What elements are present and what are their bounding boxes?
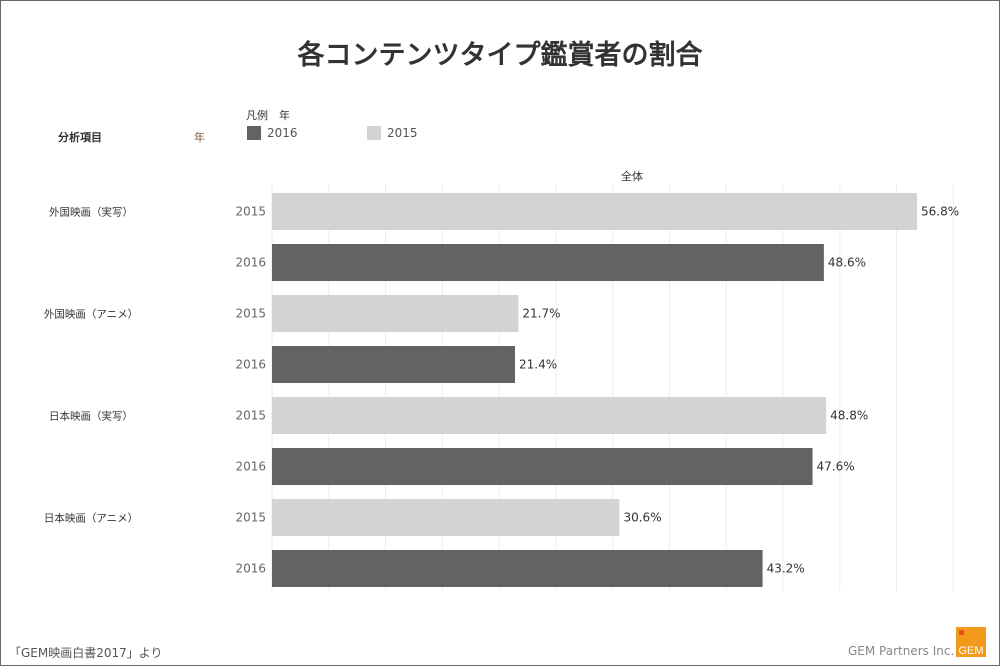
logo-text: GEM xyxy=(958,645,984,657)
category-label: 日本映画（アニメ） xyxy=(44,512,138,525)
bar-2016 xyxy=(272,550,763,587)
category-label: 外国映画（アニメ） xyxy=(44,309,138,321)
data-label: 48.6% xyxy=(828,256,866,270)
year-label: 2016 xyxy=(235,562,266,576)
year-label: 2015 xyxy=(235,511,266,525)
year-header: 年 xyxy=(194,131,205,144)
year-label: 2016 xyxy=(235,256,266,270)
data-label: 30.6% xyxy=(623,511,661,525)
data-label: 47.6% xyxy=(817,460,855,474)
legend-swatch-2015 xyxy=(367,126,381,140)
year-label: 2015 xyxy=(235,307,266,321)
legend-title: 凡例 年 xyxy=(246,109,290,122)
year-label: 2015 xyxy=(235,205,266,219)
bar-2015 xyxy=(272,499,620,536)
data-label: 48.8% xyxy=(830,409,868,423)
panel-header: 全体 xyxy=(621,169,643,183)
year-label: 2016 xyxy=(235,460,266,474)
data-label: 43.2% xyxy=(767,562,805,576)
year-label: 2016 xyxy=(235,358,266,372)
data-label: 21.7% xyxy=(522,307,560,321)
source-note: 「GEM映画白書2017」より xyxy=(9,646,163,660)
bar-2016 xyxy=(272,448,813,485)
company-name: GEM Partners Inc. xyxy=(848,644,955,658)
bar-2015 xyxy=(272,193,917,230)
bar-2016 xyxy=(272,244,824,281)
category-label: 日本映画（実写） xyxy=(49,410,133,423)
legend-label-2016: 2016 xyxy=(267,126,298,140)
data-label: 56.8% xyxy=(921,205,959,219)
legend-swatch-2016 xyxy=(247,126,261,140)
item-header: 分析項目 xyxy=(58,131,102,144)
gem-logo: GEM xyxy=(956,627,986,657)
bar-2016 xyxy=(272,346,516,383)
bar-2015 xyxy=(272,295,519,332)
year-label: 2015 xyxy=(235,409,266,423)
chart-title: 各コンテンツタイプ鑑賞者の割合 xyxy=(297,40,703,71)
bar-2015 xyxy=(272,397,827,434)
legend-label-2015: 2015 xyxy=(387,126,418,140)
data-label: 21.4% xyxy=(519,358,557,372)
category-label: 外国映画（実写） xyxy=(49,206,133,219)
